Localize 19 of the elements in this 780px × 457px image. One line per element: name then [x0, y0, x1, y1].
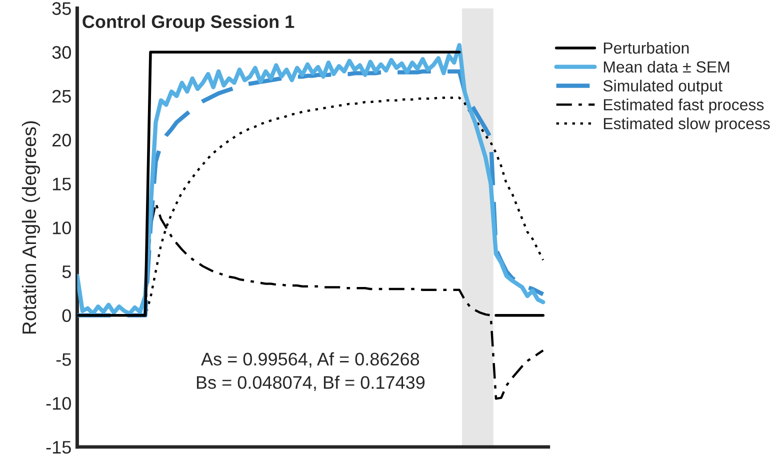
y-tick-label: 20	[52, 134, 71, 147]
annotation: As = 0.99564, Af = 0.86268 Bs = 0.048074, Bf = 0.17439	[196, 352, 425, 392]
y-tick-label: 25	[52, 90, 71, 103]
y-tick-label: 30	[52, 46, 71, 59]
legend-label: Estimated slow process	[604, 118, 770, 132]
legend-label: Perturbation	[604, 42, 689, 54]
y-axis-title: Rotation Angle (degrees)	[22, 121, 40, 334]
legend-label: Mean data ± SEM	[604, 60, 730, 73]
y-tick-label: 35	[52, 2, 71, 15]
legend-label: Estimated fast process	[604, 98, 764, 114]
y-tick-label: 15	[52, 178, 71, 190]
legend-label: Simulated output	[603, 80, 722, 95]
y-tick-label: -5	[56, 353, 71, 366]
y-tick-label: 5	[62, 266, 71, 278]
y-tick-label: -10	[46, 397, 71, 410]
y-tick-label: 10	[52, 222, 71, 234]
y-tick-label: -15	[46, 441, 71, 454]
y-tick-label: 0	[62, 309, 71, 322]
chart-title: Control Group Session 1	[82, 14, 294, 32]
